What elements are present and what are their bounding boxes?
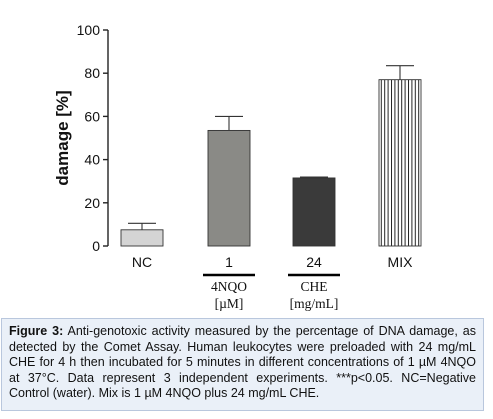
y-tick-label: 20 — [84, 195, 100, 211]
caption-text: Anti-genotoxic activity measured by the … — [9, 324, 476, 401]
caption-label: Figure 3: — [9, 324, 64, 338]
bar-chart: 0 20 40 60 80 100 damage [%] NC 1 24 MIX 4NQO [µM] CH… — [53, 22, 422, 311]
group-label-name: 4NQO — [211, 279, 247, 294]
x-category-label: NC — [132, 254, 152, 270]
x-category-label: 24 — [306, 254, 322, 270]
y-tick-label: 60 — [84, 108, 100, 124]
group-label-unit: [mg/mL] — [290, 296, 339, 311]
y-axis-label: damage [%] — [53, 90, 72, 185]
bar-1 — [207, 129, 251, 247]
bar-24 — [292, 177, 336, 247]
bar-nc — [120, 229, 164, 247]
y-tick-label: 0 — [92, 238, 100, 254]
y-tick-label: 80 — [84, 65, 100, 81]
bar-mix — [378, 79, 422, 247]
y-tick-label: 40 — [84, 152, 100, 168]
figure-caption: Figure 3: Anti-genotoxic activity measur… — [1, 318, 484, 411]
y-tick-label: 100 — [77, 22, 101, 38]
group-label-unit: [µM] — [215, 296, 244, 311]
group-label-name: CHE — [301, 279, 328, 294]
x-category-label: 1 — [225, 254, 233, 270]
x-category-label: MIX — [388, 254, 414, 270]
